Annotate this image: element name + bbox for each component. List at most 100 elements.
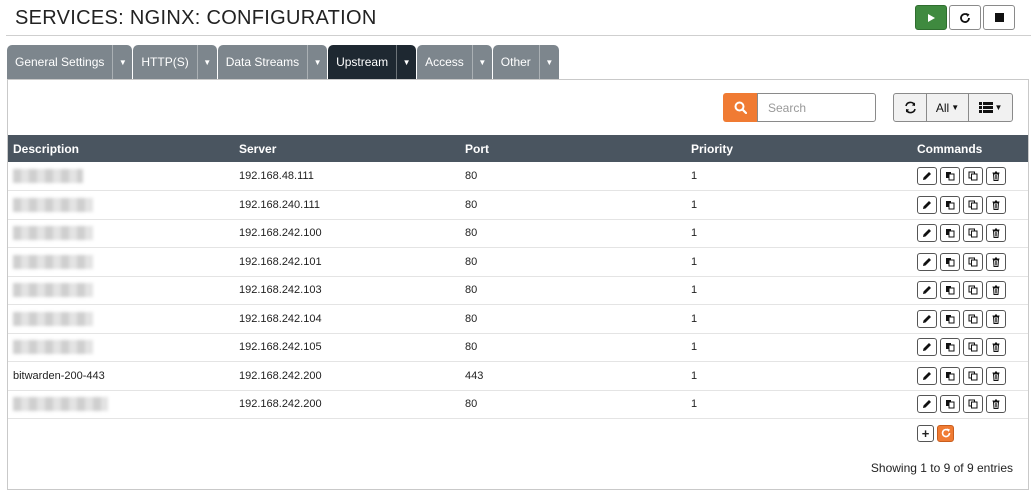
clone-button[interactable] (940, 309, 960, 328)
cell-port: 80 (460, 333, 686, 362)
cell-description (8, 276, 234, 305)
header-server[interactable]: Server (234, 135, 460, 162)
cell-description (8, 247, 234, 277)
tab-other[interactable]: Other ▼ (492, 45, 559, 79)
cell-description (8, 304, 234, 334)
caret-down-icon[interactable]: ▼ (196, 45, 217, 79)
edit-button[interactable] (917, 224, 937, 243)
cell-priority: 1 (686, 361, 912, 391)
header-description[interactable]: Description (8, 135, 234, 162)
cell-commands (912, 190, 1028, 220)
tab-bar: General Settings ▼ HTTP(S) ▼ Data Streams ▼ Up… (7, 45, 559, 79)
cell-commands (912, 390, 1028, 419)
list-icon (978, 102, 993, 113)
table-row[interactable]: bitwarden-200-443 192.168.242.200 443 1 (8, 361, 1028, 391)
edit-button[interactable] (917, 395, 937, 414)
start-service-button[interactable] (915, 5, 947, 30)
clone-button[interactable] (940, 395, 960, 414)
stop-service-button[interactable] (983, 5, 1015, 30)
refresh-grid-button[interactable] (894, 94, 927, 121)
restart-service-button[interactable] (949, 5, 981, 30)
copy-button[interactable] (963, 224, 983, 243)
search-button[interactable] (723, 93, 757, 122)
cell-description (8, 219, 234, 248)
tab-upstream[interactable]: Upstream ▼ (328, 45, 417, 79)
clone-button[interactable] (940, 252, 960, 271)
delete-button[interactable] (986, 224, 1006, 243)
row-commands (917, 195, 1023, 214)
caret-down-icon[interactable]: ▼ (538, 45, 559, 79)
delete-button[interactable] (986, 167, 1006, 185)
trash-icon (991, 171, 1001, 181)
delete-button[interactable] (986, 309, 1006, 328)
clone-button[interactable] (940, 224, 960, 243)
copy-button[interactable] (963, 195, 983, 214)
copy-button[interactable] (963, 338, 983, 357)
edit-button[interactable] (917, 167, 937, 185)
header-priority[interactable]: Priority (686, 135, 912, 162)
delete-button[interactable] (986, 395, 1006, 414)
delete-button[interactable] (986, 281, 1006, 300)
cell-description (8, 333, 234, 362)
tab-access[interactable]: Access ▼ (417, 45, 492, 79)
delete-button[interactable] (986, 252, 1006, 271)
row-commands (917, 395, 1023, 414)
cell-commands (912, 162, 1028, 191)
empty-cell (686, 419, 912, 448)
edit-button[interactable] (917, 309, 937, 328)
refresh-icon (960, 12, 970, 23)
edit-button[interactable] (917, 338, 937, 357)
table-row[interactable]: 192.168.240.111 80 1 (8, 190, 1028, 220)
cell-description (8, 190, 234, 220)
clone-button[interactable] (940, 338, 960, 357)
cell-commands (912, 247, 1028, 277)
stop-icon (994, 13, 1004, 22)
caret-down-icon[interactable]: ▼ (307, 45, 327, 79)
copy-button[interactable] (963, 366, 983, 385)
edit-button[interactable] (917, 281, 937, 300)
delete-button[interactable] (986, 195, 1006, 214)
copy-button[interactable] (963, 309, 983, 328)
copy-button[interactable] (963, 167, 983, 185)
table-row[interactable]: 192.168.242.104 80 1 (8, 304, 1028, 334)
tab-data-streams[interactable]: Data Streams ▼ (217, 45, 328, 79)
reload-button[interactable] (937, 424, 954, 442)
tab-label: Access (425, 55, 464, 69)
header-port[interactable]: Port (460, 135, 686, 162)
copy-button[interactable] (963, 281, 983, 300)
row-count-dropdown[interactable]: All ▼ (927, 94, 969, 121)
search-input[interactable] (757, 93, 876, 122)
delete-button[interactable] (986, 366, 1006, 385)
clone-button[interactable] (940, 167, 960, 185)
tab-label: HTTP(S) (141, 55, 189, 69)
table-row[interactable]: 192.168.242.100 80 1 (8, 219, 1028, 248)
row-commands (917, 338, 1023, 357)
edit-button[interactable] (917, 252, 937, 271)
caret-down-icon[interactable]: ▼ (112, 45, 132, 79)
cell-port: 80 (460, 219, 686, 248)
edit-button[interactable] (917, 195, 937, 214)
clone-button[interactable] (940, 195, 960, 214)
tab-http-s[interactable]: HTTP(S) ▼ (133, 45, 217, 79)
table-row[interactable]: 192.168.242.200 80 1 (8, 390, 1028, 419)
copy-button[interactable] (963, 395, 983, 414)
caret-down-icon[interactable]: ▼ (396, 45, 416, 79)
copy-icon (968, 371, 978, 381)
table-row[interactable]: 192.168.242.101 80 1 (8, 247, 1028, 277)
table-row[interactable]: 192.168.242.103 80 1 (8, 276, 1028, 305)
clone-button[interactable] (940, 366, 960, 385)
copy-button[interactable] (963, 252, 983, 271)
table-row[interactable]: 192.168.48.111 80 1 (8, 162, 1028, 191)
trash-icon (991, 371, 1001, 381)
delete-button[interactable] (986, 338, 1006, 357)
caret-down-icon[interactable]: ▼ (471, 45, 492, 79)
cell-priority: 1 (686, 304, 912, 334)
add-upstream-button[interactable]: + (917, 424, 934, 442)
table-row[interactable]: 192.168.242.105 80 1 (8, 333, 1028, 362)
edit-button[interactable] (917, 366, 937, 385)
upstream-table: Description Server Port Priority Command… (8, 135, 1028, 447)
column-selector-dropdown[interactable]: ▼ (969, 94, 1012, 121)
tab-general-settings[interactable]: General Settings ▼ (7, 45, 133, 79)
redacted-description (13, 283, 93, 298)
clone-button[interactable] (940, 281, 960, 300)
